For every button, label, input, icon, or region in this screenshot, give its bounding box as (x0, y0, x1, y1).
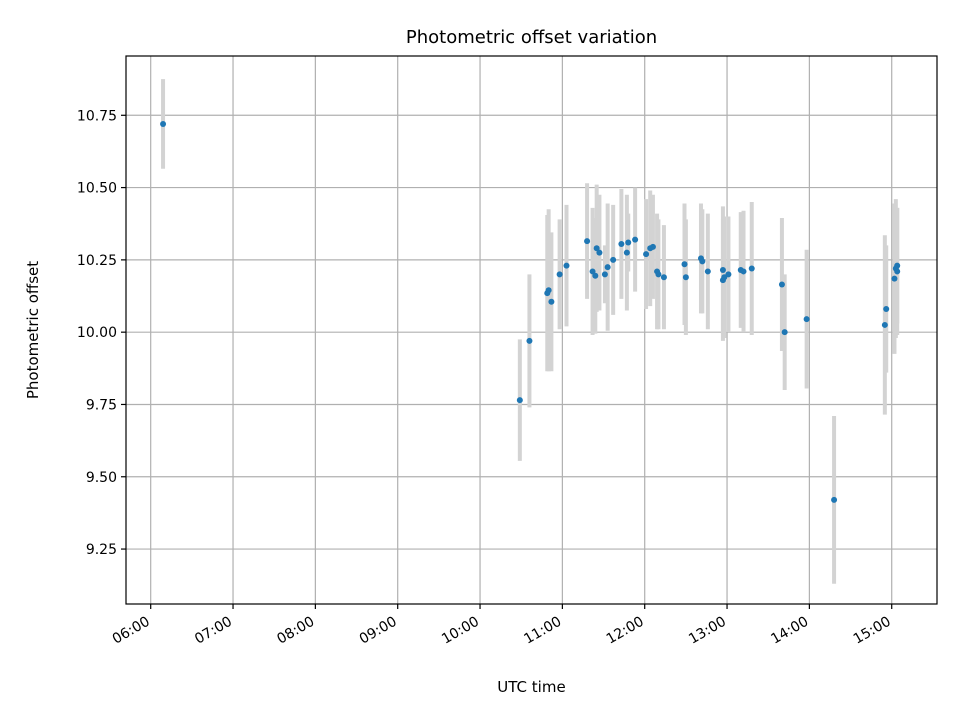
data-point (584, 238, 591, 245)
data-point (883, 306, 890, 313)
data-point (596, 249, 603, 256)
data-point (704, 268, 711, 275)
data-point (610, 256, 617, 263)
plot-frame (125, 55, 938, 605)
data-point (625, 239, 632, 246)
data-point (556, 271, 563, 278)
data-point (526, 337, 533, 344)
data-point (681, 261, 688, 268)
data-point (881, 321, 888, 328)
data-point (632, 236, 639, 243)
data-point (891, 275, 898, 282)
data-point (894, 268, 901, 275)
data-point (618, 240, 625, 247)
y-tick-label: 9.50 (86, 470, 117, 486)
data-points (160, 120, 901, 503)
data-point (643, 251, 650, 258)
data-point (781, 329, 788, 336)
data-point (593, 245, 600, 252)
data-point (563, 262, 570, 269)
y-tick-label: 10.50 (77, 181, 117, 197)
data-point (601, 271, 608, 278)
y-tick-label: 10.25 (77, 253, 117, 269)
data-point (699, 258, 706, 265)
data-point (725, 271, 732, 278)
chart-title: Photometric offset variation (406, 27, 657, 48)
data-point (592, 272, 599, 279)
data-point (660, 274, 667, 281)
data-point (623, 249, 630, 256)
data-point (589, 268, 596, 275)
data-point (545, 287, 552, 294)
data-point (778, 281, 785, 288)
data-point (803, 316, 810, 323)
data-point (748, 265, 755, 272)
y-tick-label: 10.75 (77, 108, 117, 124)
y-tick-label: 10.00 (77, 325, 117, 341)
y-axis-label: Photometric offset (24, 261, 42, 399)
data-point (604, 264, 611, 271)
data-point (516, 397, 523, 404)
grid (126, 56, 937, 604)
data-point (719, 266, 726, 273)
data-point (649, 243, 656, 250)
y-tick-label: 9.75 (86, 397, 117, 413)
data-point (548, 298, 555, 305)
data-point (655, 271, 662, 278)
x-axis-label: UTC time (497, 678, 565, 696)
data-point (894, 262, 901, 269)
data-point (740, 268, 747, 275)
y-tick-label: 9.25 (86, 542, 117, 558)
data-point (831, 496, 838, 503)
data-point (160, 120, 167, 127)
data-point (682, 274, 689, 281)
